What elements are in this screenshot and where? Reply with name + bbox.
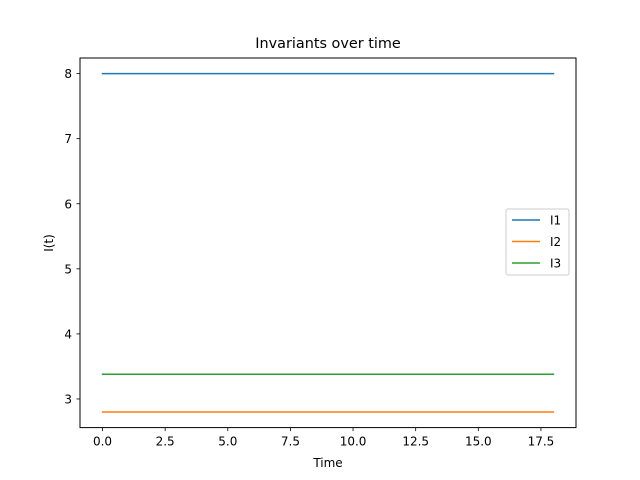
y-tick-label: 4	[64, 327, 72, 341]
x-tick-label: 17.5	[528, 435, 555, 449]
x-tick-label: 10.0	[340, 435, 367, 449]
y-tick-label: 8	[64, 67, 72, 81]
x-tick-label: 12.5	[402, 435, 429, 449]
plot-frame	[79, 57, 577, 429]
x-axis: 0.0 2.5 5.0 7.5 10.0 12.5 15.0 17.5	[93, 427, 555, 449]
legend: I1 I2 I3	[505, 208, 570, 276]
x-tick-label: 15.0	[465, 435, 492, 449]
x-axis-title: Time	[312, 456, 342, 470]
series-layer	[101, 72, 555, 413]
x-tick-label: 7.5	[281, 435, 300, 449]
y-tick-label: 5	[64, 262, 72, 276]
legend-label-i1: I1	[550, 214, 561, 228]
x-tick-label: 0.0	[93, 435, 112, 449]
legend-items: I1 I2 I3	[512, 214, 561, 271]
y-tick-label: 6	[64, 197, 72, 211]
y-tick-label: 7	[64, 132, 72, 146]
y-axis-title: I(t)	[42, 234, 56, 252]
x-tick-label: 5.0	[218, 435, 237, 449]
x-tick-label: 2.5	[156, 435, 175, 449]
legend-label-i3: I3	[550, 257, 561, 271]
legend-label-i2: I2	[550, 235, 561, 249]
chart-title: Invariants over time	[255, 36, 401, 52]
y-tick-label: 3	[64, 392, 72, 406]
y-axis: 3 4 5 6 7 8	[64, 67, 80, 406]
